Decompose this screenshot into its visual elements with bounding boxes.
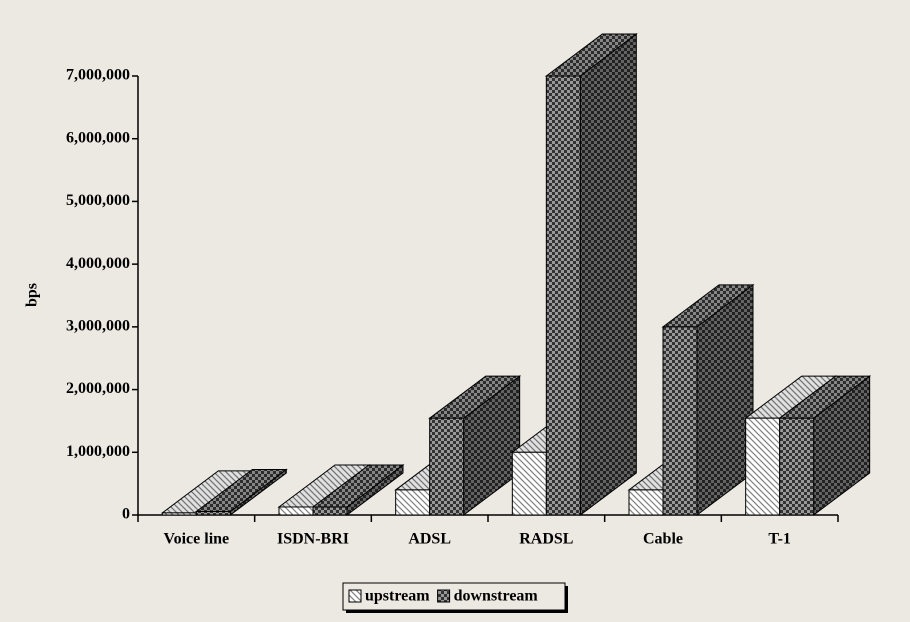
legend-swatch [437, 589, 451, 603]
bar [662, 326, 698, 516]
bar-side-shade [230, 469, 287, 515]
bar-top-shade [279, 464, 369, 507]
bar [545, 75, 581, 516]
x-tick-label: Voice line [164, 531, 230, 548]
bar [511, 451, 547, 516]
x-tick-label: ADSL [408, 531, 451, 548]
bar [312, 506, 348, 516]
y-tick-label: 4,000,000 [66, 255, 130, 272]
x-tick-label: ISDN-BRI [277, 531, 349, 548]
x-tick-label: Cable [643, 531, 683, 548]
bar [429, 417, 465, 516]
bar [628, 489, 664, 516]
y-tick-label: 1,000,000 [66, 443, 130, 460]
y-tick-label: 2,000,000 [66, 380, 130, 397]
bar [779, 417, 815, 516]
y-tick-label: 3,000,000 [66, 318, 130, 335]
bar [395, 489, 431, 516]
y-tick-label: 7,000,000 [66, 67, 130, 84]
bar-top-shade [546, 34, 637, 76]
bar-top-shade [196, 469, 287, 512]
y-tick-label: 6,000,000 [66, 129, 130, 146]
bar-top-shade [663, 284, 753, 327]
bar [195, 510, 231, 516]
bar-side-shade [347, 464, 403, 515]
bar-top-shade [779, 376, 870, 419]
y-tick-label: 5,000,000 [66, 192, 130, 209]
bar-side-shade [813, 376, 870, 515]
bar [278, 506, 314, 516]
legend-label: upstream [365, 588, 430, 605]
bar-side-shade [697, 284, 753, 515]
y-axis-label: bps [24, 283, 41, 307]
y-tick-label: 0 [122, 506, 130, 523]
legend-swatch [348, 589, 362, 603]
x-tick-label: RADSL [519, 531, 573, 548]
bar [161, 512, 197, 516]
bar [745, 417, 781, 516]
bar-top-shade [162, 470, 253, 513]
bar-side-shade [580, 34, 637, 515]
bar-top-shade [745, 376, 836, 419]
x-tick-label: T-1 [768, 531, 791, 548]
bar-top-shade [313, 464, 403, 507]
bar-side-shade [463, 376, 520, 515]
legend-label: downstream [454, 588, 539, 605]
legend [342, 582, 566, 611]
bar-top-shade [429, 376, 520, 419]
